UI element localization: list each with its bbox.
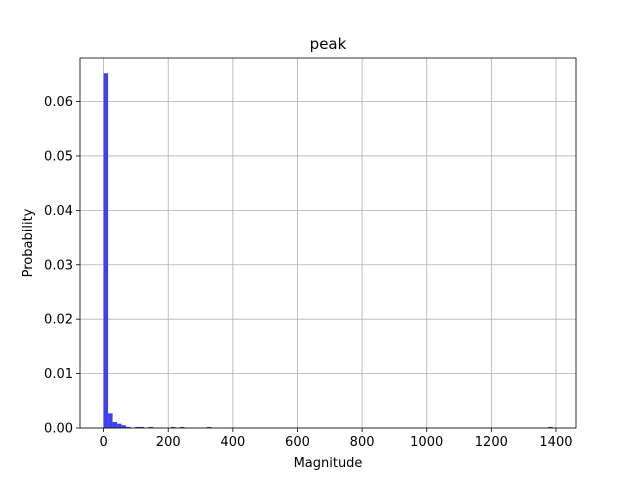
histogram-bar xyxy=(135,426,140,428)
y-tick-label: 0.03 xyxy=(44,258,73,273)
x-tick-label: 800 xyxy=(350,435,375,450)
plot-frame xyxy=(79,57,577,429)
x-tick-label: 600 xyxy=(285,435,310,450)
y-tick-label: 0.00 xyxy=(44,422,73,437)
histogram-bar xyxy=(139,426,145,428)
x-tick-label: 400 xyxy=(220,435,245,450)
y-axis-label: Probability xyxy=(21,208,36,277)
histogram-bar xyxy=(112,422,118,428)
x-tick-label: 0 xyxy=(99,435,107,450)
y-axis-ticks: 0.00 0.01 0.02 0.03 0.04 0.05 0.06 xyxy=(44,95,80,437)
y-tick-label: 0.04 xyxy=(44,204,73,219)
x-axis-label: Magnitude xyxy=(294,456,363,471)
x-tick-label: 200 xyxy=(156,435,181,450)
histogram-bar xyxy=(170,426,176,428)
y-tick-label: 0.06 xyxy=(44,95,73,110)
histogram-bar xyxy=(126,426,131,428)
x-tick-label: 1400 xyxy=(539,435,572,450)
histogram-bar xyxy=(206,426,212,428)
x-tick-label: 1000 xyxy=(410,435,443,450)
histogram-bar xyxy=(548,426,553,428)
x-axis-ticks: 0 200 400 600 800 1000 1200 1400 xyxy=(99,428,573,450)
x-tick-label: 1200 xyxy=(475,435,508,450)
y-tick-label: 0.01 xyxy=(44,367,73,382)
histogram-bars xyxy=(103,73,553,428)
histogram-bar xyxy=(121,425,127,428)
chart-title: peak xyxy=(310,35,347,53)
histogram-bar xyxy=(108,413,113,428)
grid-lines xyxy=(80,58,576,429)
y-tick-label: 0.02 xyxy=(44,313,73,328)
histogram-bar xyxy=(179,426,185,428)
y-tick-label: 0.05 xyxy=(44,149,73,164)
histogram-bar xyxy=(117,423,122,428)
histogram-bar xyxy=(148,426,153,428)
histogram-bar xyxy=(103,73,109,428)
